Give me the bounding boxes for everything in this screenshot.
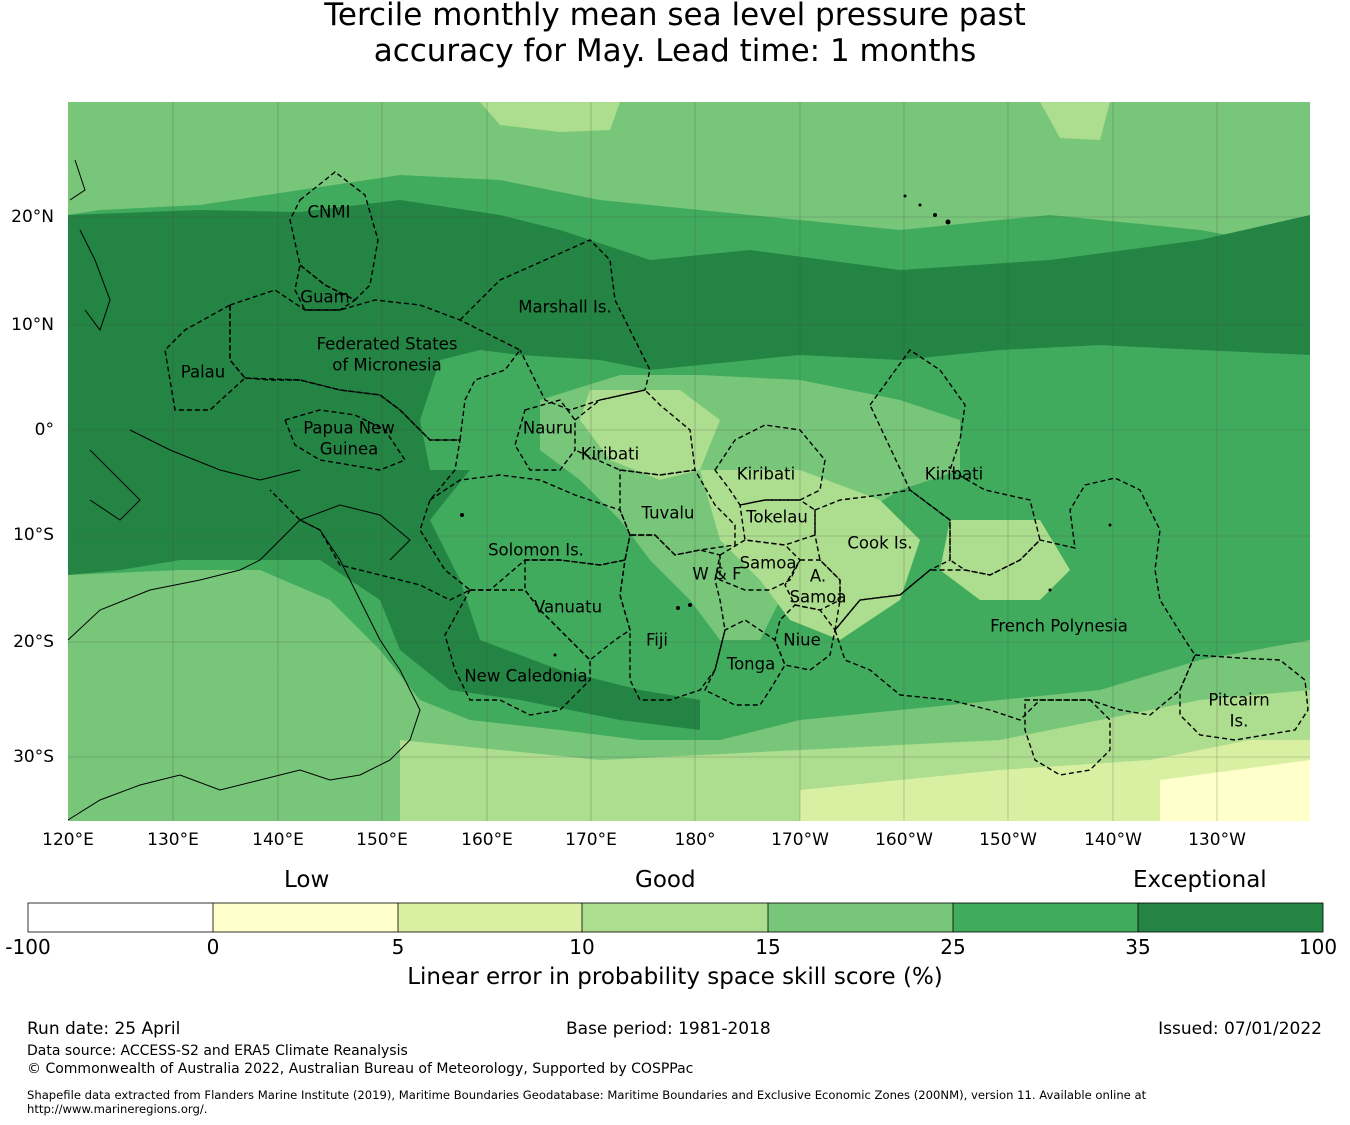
colorbar-tick: 15 [755, 935, 781, 959]
colorbar-tick: -100 [5, 935, 51, 959]
region-label-nauru: Nauru [522, 418, 574, 438]
region-label-wallis-futuna: W & F [692, 564, 742, 584]
data-source: Data source: ACCESS-S2 and ERA5 Climate … [27, 1043, 408, 1059]
region-label-palau: Palau [180, 362, 226, 382]
shade-sw-good [68, 620, 300, 760]
colorbar-tick: 35 [1125, 935, 1151, 959]
region-label-fsm-1: Federated States [316, 334, 458, 354]
map-title-line2: accuracy for May. Lead time: 1 months [373, 33, 977, 69]
region-label-guam: Guam [300, 287, 350, 307]
colorbar-swatch-6 [1138, 903, 1323, 932]
region-label-cook: Cook Is. [847, 533, 913, 553]
region-label-kiribati-east: Kiribati [924, 464, 984, 484]
shade-east-pleasant [960, 390, 1310, 520]
region-label-marshall: Marshall Is. [518, 297, 612, 317]
colorbar [27, 902, 1324, 933]
colorbar-tick: 0 [206, 935, 220, 959]
lon-label-130w: 130°W [1188, 830, 1246, 850]
region-label-am-samoa-2: Samoa [789, 587, 847, 607]
region-label-am-samoa-1: A. [809, 566, 827, 586]
lat-label-10n: 10°N [11, 315, 54, 335]
shade-exceptional [68, 200, 1310, 730]
colorbar-label-exceptional: Exceptional [1133, 867, 1267, 893]
colorbar-swatch-4 [768, 903, 953, 932]
run-date: Run date: 25 April [27, 1019, 181, 1039]
region-label-solomon: Solomon Is. [488, 540, 584, 560]
lon-label-140e: 140°E [252, 830, 304, 850]
coastlines [67, 159, 421, 821]
region-label-fiji: Fiji [645, 630, 669, 650]
lon-label-130e: 130°E [147, 830, 199, 850]
lon-label-150e: 150°E [356, 830, 408, 850]
region-label-pitcairn-1: Pitcairn [1208, 690, 1270, 710]
region-label-tuvalu: Tuvalu [641, 503, 695, 523]
shade-north-light [480, 102, 620, 132]
shade-north-light-2 [1040, 102, 1110, 140]
small-islands [460, 194, 1112, 657]
region-label-png-2: Guinea [319, 439, 379, 459]
copyright: © Commonwealth of Australia 2022, Austra… [27, 1061, 694, 1077]
colorbar-label-low: Low [284, 867, 330, 893]
lon-label-170e: 170°E [565, 830, 617, 850]
shade-central-light [580, 390, 720, 480]
colorbar-tick: 100 [1298, 935, 1338, 959]
colorbar-tick: 5 [391, 935, 405, 959]
region-label-tonga: Tonga [726, 654, 776, 674]
lon-label-140w: 140°W [1084, 830, 1142, 850]
region-label-kiribati-west: Kiribati [580, 444, 640, 464]
lon-label-160e: 160°E [461, 830, 513, 850]
colorbar-outline [27, 902, 1324, 933]
shapefile-credit: Shapefile data extracted from Flanders M… [27, 1088, 1147, 1116]
region-label-samoa: Samoa [739, 553, 797, 573]
region-label-vanuatu: Vanuatu [533, 597, 603, 617]
colorbar-title: Linear error in probability space skill … [407, 964, 943, 990]
region-label-kiribati-central: Kiribati [736, 464, 796, 484]
lon-label-170w: 170°W [771, 830, 829, 850]
region-label-new-caledonia: New Caledonia [464, 666, 588, 686]
lon-label-180: 180° [674, 830, 716, 850]
lat-label-0: 0° [34, 420, 54, 440]
lat-label-20n: 20°N [11, 207, 54, 227]
region-label-french-polynesia: French Polynesia [990, 616, 1128, 636]
lat-label-10s: 10°S [13, 525, 54, 545]
map-title-line1: Tercile monthly mean sea level pressure … [324, 0, 1026, 33]
colorbar-swatch-2 [398, 903, 582, 932]
region-label-niue: Niue [783, 630, 821, 650]
shade-south-east-light [940, 520, 1070, 600]
lat-label-30s: 30°S [13, 747, 54, 767]
region-label-cnmi: CNMI [307, 202, 351, 222]
eez-boundaries [164, 171, 1309, 776]
shade-north-west [68, 102, 200, 170]
lon-label-160w: 160°W [875, 830, 933, 850]
issued-date: Issued: 07/01/2022 [1158, 1019, 1322, 1039]
lon-label-120e: 120°E [42, 830, 94, 850]
lat-label-20s: 20°S [13, 632, 54, 652]
lon-label-150w: 150°W [979, 830, 1037, 850]
colorbar-tick: 10 [569, 935, 595, 959]
shade-south-central-light [700, 470, 920, 640]
colorbar-swatch-3 [582, 903, 768, 932]
colorbar-swatch-1 [213, 903, 398, 932]
region-label-pitcairn-2: Is. [1229, 711, 1249, 731]
shade-south-low [1160, 760, 1310, 821]
shade-north-good [68, 102, 1310, 250]
colorbar-label-good: Good [635, 867, 696, 893]
region-label-png-1: Papua New [303, 418, 395, 438]
colorbar-swatch-5 [953, 903, 1138, 932]
region-label-fsm-2: of Micronesia [332, 355, 442, 375]
colorbar-swatch-0 [28, 903, 213, 932]
base-period: Base period: 1981-2018 [566, 1019, 771, 1039]
colorbar-tick: 25 [940, 935, 966, 959]
gridlines [68, 102, 1310, 821]
region-label-tokelau: Tokelau [746, 507, 808, 527]
